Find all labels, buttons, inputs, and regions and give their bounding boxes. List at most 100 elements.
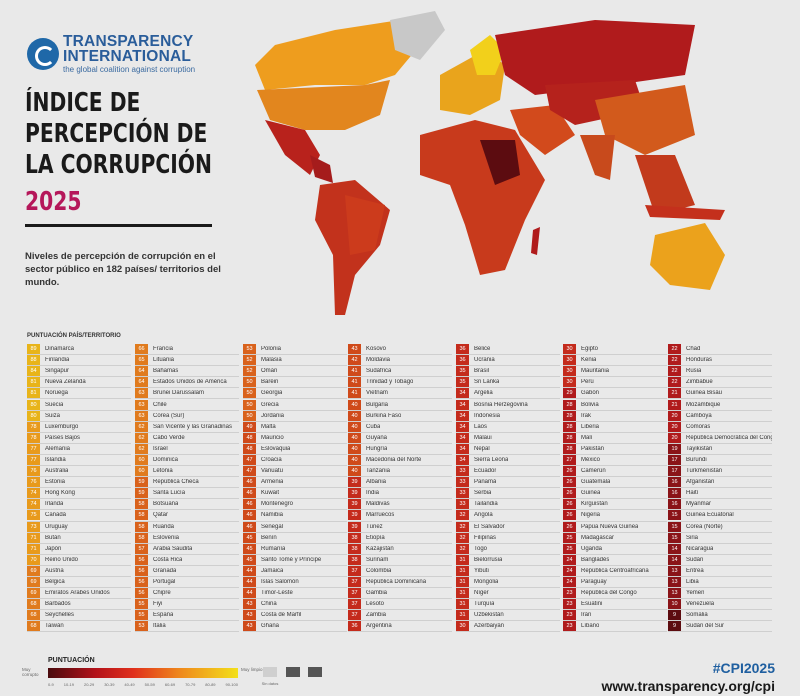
country-name: Letonia xyxy=(153,468,173,475)
score-badge: 30 xyxy=(563,377,576,388)
legend-ticks: 0-9 10-19 20-29 30-39 40-49 50-59 60-69 … xyxy=(48,682,238,687)
table-row: 40 Guyana xyxy=(348,432,452,444)
table-row: 31 Mongolia xyxy=(456,577,560,589)
score-badge: 13 xyxy=(668,577,681,588)
table-row: 43 Kosovo xyxy=(348,344,452,356)
tick: 0-9 xyxy=(48,682,54,687)
table-row: 46 Kuwait xyxy=(243,488,347,500)
score-badge: 70 xyxy=(27,554,40,565)
score-badge: 41 xyxy=(348,377,361,388)
score-badge: 46 xyxy=(243,499,256,510)
country-name: Kirguistán xyxy=(581,501,608,508)
world-map xyxy=(255,11,725,315)
country-name: Croacia xyxy=(261,456,282,463)
table-row: 37 Colombia xyxy=(348,565,452,577)
country-name: Ruanda xyxy=(153,523,175,530)
score-badge: 58 xyxy=(135,499,148,510)
table-row: 57 Arabia Saudita xyxy=(135,543,239,555)
table-row: 53 Italia xyxy=(135,621,239,633)
table-row: 30 Azerbaiyán xyxy=(456,621,560,633)
score-badge: 35 xyxy=(456,377,469,388)
score-badge: 30 xyxy=(563,344,576,355)
table-row: 20 República Democrática del Congo xyxy=(668,432,772,444)
table-row: 77 Islandia xyxy=(27,454,131,467)
table-row: 22 Zimbabue xyxy=(668,377,772,389)
country-name: Guinea xyxy=(581,490,601,497)
score-badge: 32 xyxy=(456,510,469,521)
map-brazil xyxy=(345,195,385,255)
score-badge: 23 xyxy=(563,599,576,610)
table-row: 77 Alemania xyxy=(27,443,131,455)
map-scandinavia xyxy=(470,35,505,75)
score-badge: 43 xyxy=(243,599,256,610)
score-badge: 30 xyxy=(563,355,576,366)
score-badge: 9 xyxy=(668,610,681,621)
country-name: Suiza xyxy=(45,412,61,419)
score-badge: 34 xyxy=(456,443,469,454)
score-badge: 37 xyxy=(348,610,361,621)
table-row: 28 Liberia xyxy=(563,421,667,433)
table-row: 37 Zambia xyxy=(348,610,452,622)
table-row: 47 Vanuatu xyxy=(243,466,347,478)
score-badge: 43 xyxy=(348,344,361,355)
table-row: 15 Guinea Ecuatorial xyxy=(668,510,772,522)
table-row: 56 Granada xyxy=(135,565,239,577)
table-column: 36 Belice 36 Ucrania 35 Brasil 35 Sri Lanka 34 Ar… xyxy=(456,344,560,633)
country-name: Togo xyxy=(474,545,488,552)
country-name: Sudán del Sur xyxy=(686,623,725,630)
table-row: 52 Malasia xyxy=(243,355,347,367)
table-row: 59 República Checa xyxy=(135,477,239,489)
table-row: 31 Níger xyxy=(456,588,560,600)
score-badge: 36 xyxy=(348,621,361,632)
country-name: Albania xyxy=(366,479,387,486)
country-name: República Checa xyxy=(153,479,199,486)
score-badge: 46 xyxy=(243,477,256,488)
country-name: Gabón xyxy=(581,390,600,397)
tick: 30-39 xyxy=(104,682,115,687)
country-name: Camerún xyxy=(581,468,606,475)
page-title: ÍNDICE DE PERCEPCIÓN DE LA CORRUPCIÓN xyxy=(25,88,212,181)
table-row: 68 Taiwán xyxy=(27,621,131,633)
score-badge: 44 xyxy=(243,565,256,576)
table-row: 56 Costa Rica xyxy=(135,554,239,566)
table-row: 40 Hungría xyxy=(348,443,452,455)
score-badge: 53 xyxy=(243,344,256,355)
score-badge: 34 xyxy=(456,454,469,465)
table-row: 78 Países Bajos xyxy=(27,432,131,444)
score-badge: 21 xyxy=(668,388,681,399)
table-row: 73 Uruguay xyxy=(27,521,131,533)
country-name: Vietnam xyxy=(366,390,388,397)
table-row: 26 Papúa Nueva Guinea xyxy=(563,521,667,533)
score-badge: 38 xyxy=(348,543,361,554)
country-name: Hong Kong xyxy=(45,490,76,497)
score-badge: 25 xyxy=(563,532,576,543)
score-badge: 77 xyxy=(27,454,40,465)
website-link[interactable]: www.transparency.org/cpi xyxy=(601,678,776,694)
score-badge: 78 xyxy=(27,432,40,443)
country-name: Noruega xyxy=(45,390,69,397)
hashtag: #CPI2025 xyxy=(712,660,775,676)
table-row: 56 Portugal xyxy=(135,577,239,589)
table-row: 60 Letonia xyxy=(135,466,239,478)
score-badge: 68 xyxy=(27,599,40,610)
country-name: Haití xyxy=(686,490,699,497)
score-badge: 40 xyxy=(348,454,361,465)
country-name: Barbados xyxy=(45,601,71,608)
score-badge: 47 xyxy=(243,454,256,465)
country-name: Australia xyxy=(45,468,69,475)
country-name: Moldavia xyxy=(366,357,391,364)
logo-line1: TRANSPARENCY xyxy=(63,33,194,50)
score-badge: 52 xyxy=(243,355,256,366)
country-name: Sri Lanka xyxy=(474,379,500,386)
score-badge: 69 xyxy=(27,565,40,576)
country-name: Panamá xyxy=(474,479,497,486)
country-name: Laos xyxy=(474,423,488,430)
country-name: República Dominicana xyxy=(366,579,427,586)
score-badge: 60 xyxy=(135,454,148,465)
country-name: Dominica xyxy=(153,456,179,463)
score-badge: 36 xyxy=(456,344,469,355)
country-name: Bulgaria xyxy=(366,401,389,408)
country-name: Namibia xyxy=(261,512,284,519)
score-badge: 56 xyxy=(135,588,148,599)
table-row: 76 Estonia xyxy=(27,477,131,489)
